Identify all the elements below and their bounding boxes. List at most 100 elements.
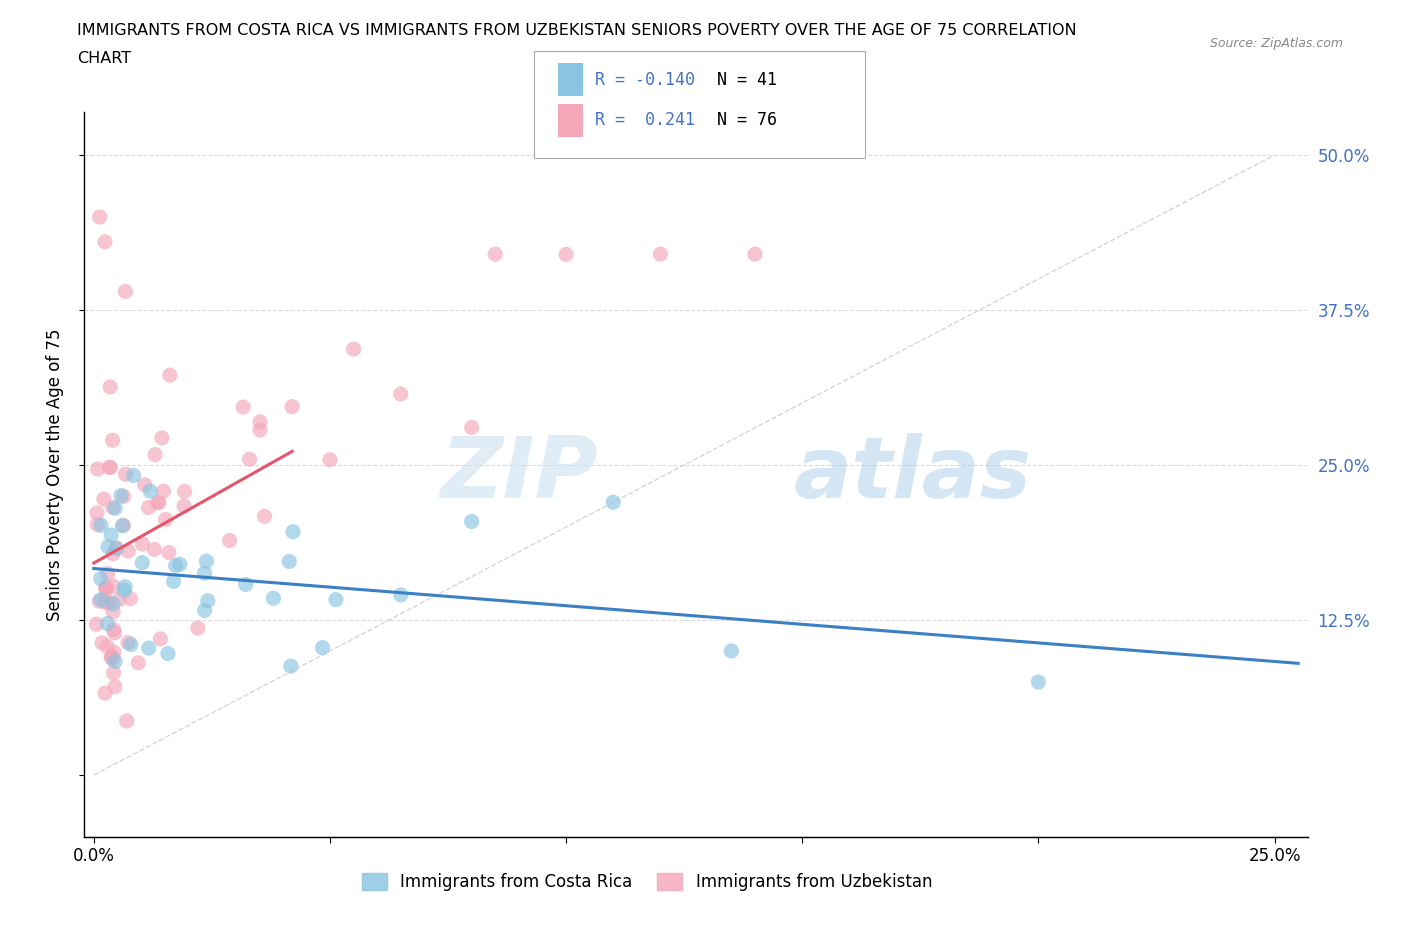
Point: [112, 583, 135, 598]
Point: [253, 509, 276, 524]
Point: [91, 635, 114, 650]
Text: R = -0.140: R = -0.140: [595, 71, 695, 88]
Text: atlas: atlas: [794, 432, 1032, 516]
Point: [169, 557, 191, 572]
Point: [101, 499, 124, 514]
Point: [104, 679, 127, 694]
Point: [101, 652, 124, 667]
Point: [148, 495, 170, 510]
Point: [325, 592, 347, 607]
Point: [194, 565, 217, 580]
Point: [96, 580, 118, 595]
Point: [115, 713, 138, 728]
Point: [103, 665, 125, 680]
Point: [94, 234, 117, 249]
Point: [460, 514, 482, 529]
Point: [100, 650, 122, 665]
Point: [86, 506, 108, 521]
Point: [602, 495, 624, 510]
Point: [112, 489, 135, 504]
Point: [108, 592, 131, 607]
Point: [100, 527, 122, 542]
Point: [650, 246, 672, 261]
Point: [197, 593, 219, 608]
Point: [104, 501, 127, 516]
Point: [146, 496, 169, 511]
Point: [114, 579, 136, 594]
Point: [90, 571, 112, 586]
Point: [187, 620, 209, 635]
Point: [156, 646, 179, 661]
Point: [139, 484, 162, 498]
Point: [1028, 674, 1050, 689]
Point: [94, 582, 117, 597]
Point: [218, 533, 240, 548]
Point: [117, 635, 139, 650]
Point: [97, 595, 120, 610]
Point: [120, 591, 142, 606]
Point: [152, 484, 174, 498]
Text: ZIP: ZIP: [440, 432, 598, 516]
Point: [143, 542, 166, 557]
Point: [150, 431, 173, 445]
Point: [90, 518, 112, 533]
Point: [484, 246, 506, 261]
Point: [165, 558, 187, 573]
Point: [96, 616, 118, 631]
Point: [86, 461, 108, 476]
Point: [249, 415, 271, 430]
Point: [555, 247, 578, 262]
Point: [311, 640, 333, 655]
Point: [122, 468, 145, 483]
Point: [131, 537, 153, 551]
Point: [110, 488, 132, 503]
Point: [235, 577, 257, 591]
Point: [94, 685, 117, 700]
Text: N = 41: N = 41: [717, 71, 778, 88]
Point: [101, 546, 124, 561]
Point: [103, 622, 125, 637]
Point: [460, 420, 482, 435]
Point: [97, 539, 120, 554]
Point: [138, 500, 160, 515]
Point: [262, 591, 284, 605]
Point: [239, 452, 262, 467]
Point: [112, 518, 135, 533]
Point: [232, 400, 254, 415]
Point: [173, 484, 195, 498]
Point: [94, 579, 117, 594]
Point: [149, 631, 172, 646]
Point: [143, 447, 166, 462]
Text: N = 76: N = 76: [717, 112, 778, 129]
Point: [127, 656, 149, 671]
Point: [249, 423, 271, 438]
Point: [280, 658, 302, 673]
Point: [720, 644, 742, 658]
Point: [131, 555, 153, 570]
Point: [86, 617, 108, 631]
Point: [89, 209, 111, 224]
Point: [281, 399, 304, 414]
Point: [94, 595, 117, 610]
Point: [114, 284, 136, 299]
Text: Source: ZipAtlas.com: Source: ZipAtlas.com: [1209, 37, 1343, 50]
Point: [159, 367, 181, 382]
Point: [281, 525, 304, 539]
Point: [86, 517, 108, 532]
Point: [101, 578, 124, 593]
Point: [101, 432, 124, 447]
Point: [173, 498, 195, 513]
Point: [138, 641, 160, 656]
Point: [90, 592, 112, 607]
Point: [111, 518, 134, 533]
Point: [100, 460, 122, 475]
Point: [120, 637, 142, 652]
Point: [157, 545, 180, 560]
Point: [114, 467, 136, 482]
Text: R =  0.241: R = 0.241: [595, 112, 695, 129]
Point: [101, 604, 124, 619]
Text: CHART: CHART: [77, 51, 131, 66]
Point: [100, 649, 122, 664]
Point: [105, 540, 128, 555]
Point: [162, 574, 184, 589]
